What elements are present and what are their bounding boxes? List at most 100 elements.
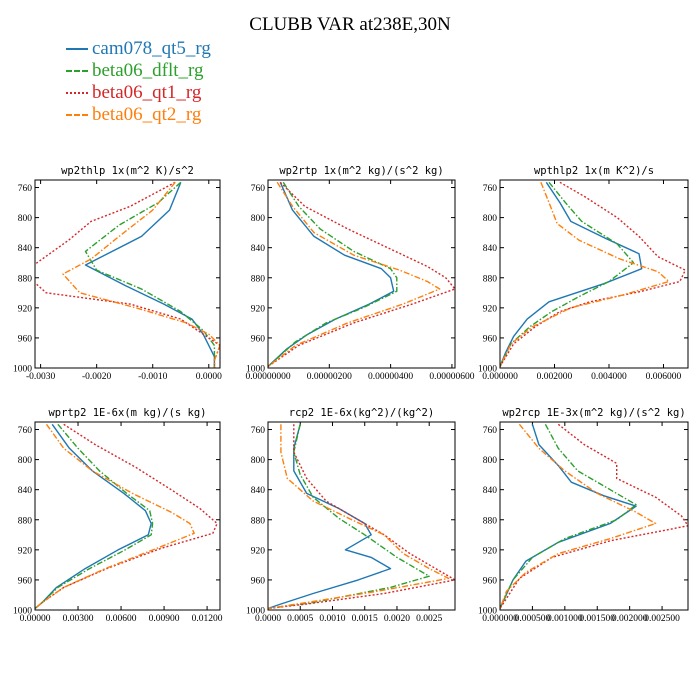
series-line: [268, 182, 395, 368]
x-tick-label: 0.000000: [482, 614, 518, 624]
plot-panel: wprtp2 1E-6x(m kg)/(s kg) 760 800 840 880 920…: [13, 407, 223, 624]
y-tick-label: 760: [18, 184, 33, 194]
legend: cam078_qt5_rg beta06_dflt_rg beta06_qt1_…: [66, 38, 211, 126]
legend-label: cam078_qt5_rg: [92, 38, 211, 59]
plot-panel: rcp2 1E-6x(kg^2)/(kg^2) 760 800 840 880 920 96…: [246, 407, 456, 624]
y-tick-label: 920: [483, 304, 498, 314]
series-line: [84, 182, 216, 368]
plot-title: wpthlp2 1x(m K^2)/s: [534, 165, 654, 177]
y-tick-label: 880: [18, 274, 33, 284]
x-tick-label: 0.0000: [255, 614, 281, 624]
y-tick-label: 760: [483, 184, 498, 194]
series-line: [268, 424, 450, 610]
y-tick-label: 880: [483, 516, 498, 526]
plot-panel: wp2thlp 1x(m^2 K)/s^2 760 800 840 880 920 960 1…: [13, 165, 222, 382]
y-tick-label: 920: [18, 304, 33, 314]
y-tick-label: 960: [251, 576, 266, 586]
y-tick-label: 920: [251, 546, 266, 556]
legend-label: beta06_qt1_rg: [92, 82, 202, 103]
plot-frame: [499, 421, 689, 611]
y-tick-label: 880: [483, 274, 498, 284]
y-tick-label: 840: [18, 486, 33, 496]
legend-line-icon: [66, 92, 88, 94]
x-tick-label: 0.00000: [20, 614, 51, 624]
y-tick-label: 1000: [13, 365, 32, 375]
x-tick-label: 0.000000: [482, 372, 518, 382]
plot-frame: [499, 179, 689, 369]
y-tick-label: 760: [483, 426, 498, 436]
series-line: [500, 423, 637, 609]
series-line: [268, 181, 455, 368]
x-tick-label: 0.0025: [416, 614, 442, 624]
plot-title: wprtp2 1E-6x(m kg)/(s kg): [48, 407, 206, 419]
legend-label: beta06_dflt_rg: [92, 60, 204, 81]
plot-title: rcp2 1E-6x(kg^2)/(kg^2): [289, 407, 434, 419]
x-tick-label: 0.00600: [106, 614, 137, 624]
series-line: [35, 423, 218, 610]
legend-label: beta06_qt2_rg: [92, 104, 202, 125]
series-line: [62, 181, 220, 368]
series-line: [268, 424, 392, 610]
x-tick-label: 0.00000600: [429, 372, 474, 382]
series-line: [35, 423, 195, 610]
series-line: [500, 423, 657, 609]
y-tick-label: 1000: [478, 607, 497, 617]
series-line: [35, 181, 220, 368]
plot-title: wp2rtp 1x(m^2 kg)/(s^2 kg): [279, 165, 443, 177]
x-tick-label: 0.00000200: [307, 372, 352, 382]
y-tick-label: 840: [483, 486, 498, 496]
y-tick-label: 800: [483, 214, 498, 224]
x-tick-label: 0.0000: [196, 372, 222, 382]
y-tick-label: 960: [18, 334, 33, 344]
plot-title: wp2rcp 1E-3x(m^2 kg)/(s^2 kg): [502, 407, 685, 419]
x-tick-label: 0.00000400: [368, 372, 413, 382]
plot-frame: [267, 421, 456, 611]
plot-panel: wpthlp2 1x(m K^2)/s 760 800 840 880 920 960 100…: [478, 165, 689, 382]
y-tick-label: 1000: [246, 365, 265, 375]
series-line: [500, 424, 637, 609]
series-line: [268, 181, 398, 368]
series-line: [268, 424, 430, 610]
plot-panel: wp2rcp 1E-3x(m^2 kg)/(s^2 kg) 760 800 840 88…: [478, 407, 689, 624]
y-tick-label: 920: [18, 546, 33, 556]
x-tick-label: 0.00900: [149, 614, 180, 624]
y-tick-label: 960: [18, 576, 33, 586]
series-line: [35, 423, 152, 610]
plot-title: wp2thlp 1x(m^2 K)/s^2: [61, 165, 194, 177]
plot-frame: [34, 179, 221, 369]
x-tick-label: 0.006000: [646, 372, 682, 382]
y-tick-label: 840: [251, 486, 266, 496]
y-tick-label: 960: [483, 334, 498, 344]
y-tick-label: 760: [18, 426, 33, 436]
x-tick-label: 0.000500: [515, 614, 551, 624]
x-tick-label: 0.001000: [547, 614, 583, 624]
y-tick-label: 760: [251, 426, 266, 436]
x-tick-label: 0.01200: [192, 614, 223, 624]
x-tick-label: 0.002500: [644, 614, 680, 624]
x-tick-label: -0.0030: [26, 372, 56, 382]
y-tick-label: 960: [251, 334, 266, 344]
x-tick-label: 0.0015: [352, 614, 378, 624]
y-tick-label: 920: [251, 304, 266, 314]
series-line: [268, 424, 455, 610]
legend-line-icon: [66, 114, 88, 116]
legend-item: beta06_qt1_rg: [66, 82, 211, 104]
x-tick-label: 0.00000000: [245, 372, 290, 382]
series-line: [500, 181, 686, 367]
y-tick-label: 800: [251, 456, 266, 466]
series-line: [500, 181, 643, 367]
series-line: [35, 423, 154, 610]
series-line: [500, 182, 670, 367]
y-tick-label: 760: [251, 184, 266, 194]
legend-item: beta06_dflt_rg: [66, 60, 211, 82]
y-tick-label: 840: [483, 244, 498, 254]
legend-line-icon: [66, 70, 88, 72]
legend-line-icon: [66, 48, 88, 50]
x-tick-label: -0.0020: [82, 372, 112, 382]
legend-item: beta06_qt2_rg: [66, 104, 211, 126]
x-tick-label: 0.0020: [384, 614, 410, 624]
x-tick-label: 0.0010: [319, 614, 345, 624]
x-tick-label: 0.002000: [537, 372, 573, 382]
y-tick-label: 920: [483, 546, 498, 556]
